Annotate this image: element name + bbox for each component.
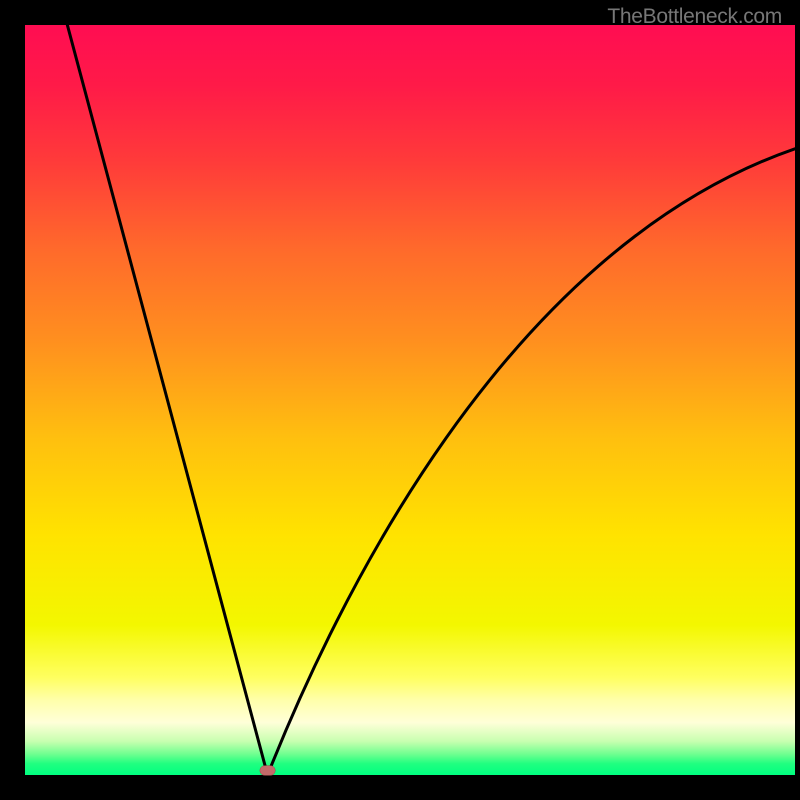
bottleneck-chart: [0, 0, 800, 800]
optimum-marker: [260, 766, 275, 776]
plot-background: [25, 25, 795, 775]
watermark-text: TheBottleneck.com: [607, 5, 782, 29]
